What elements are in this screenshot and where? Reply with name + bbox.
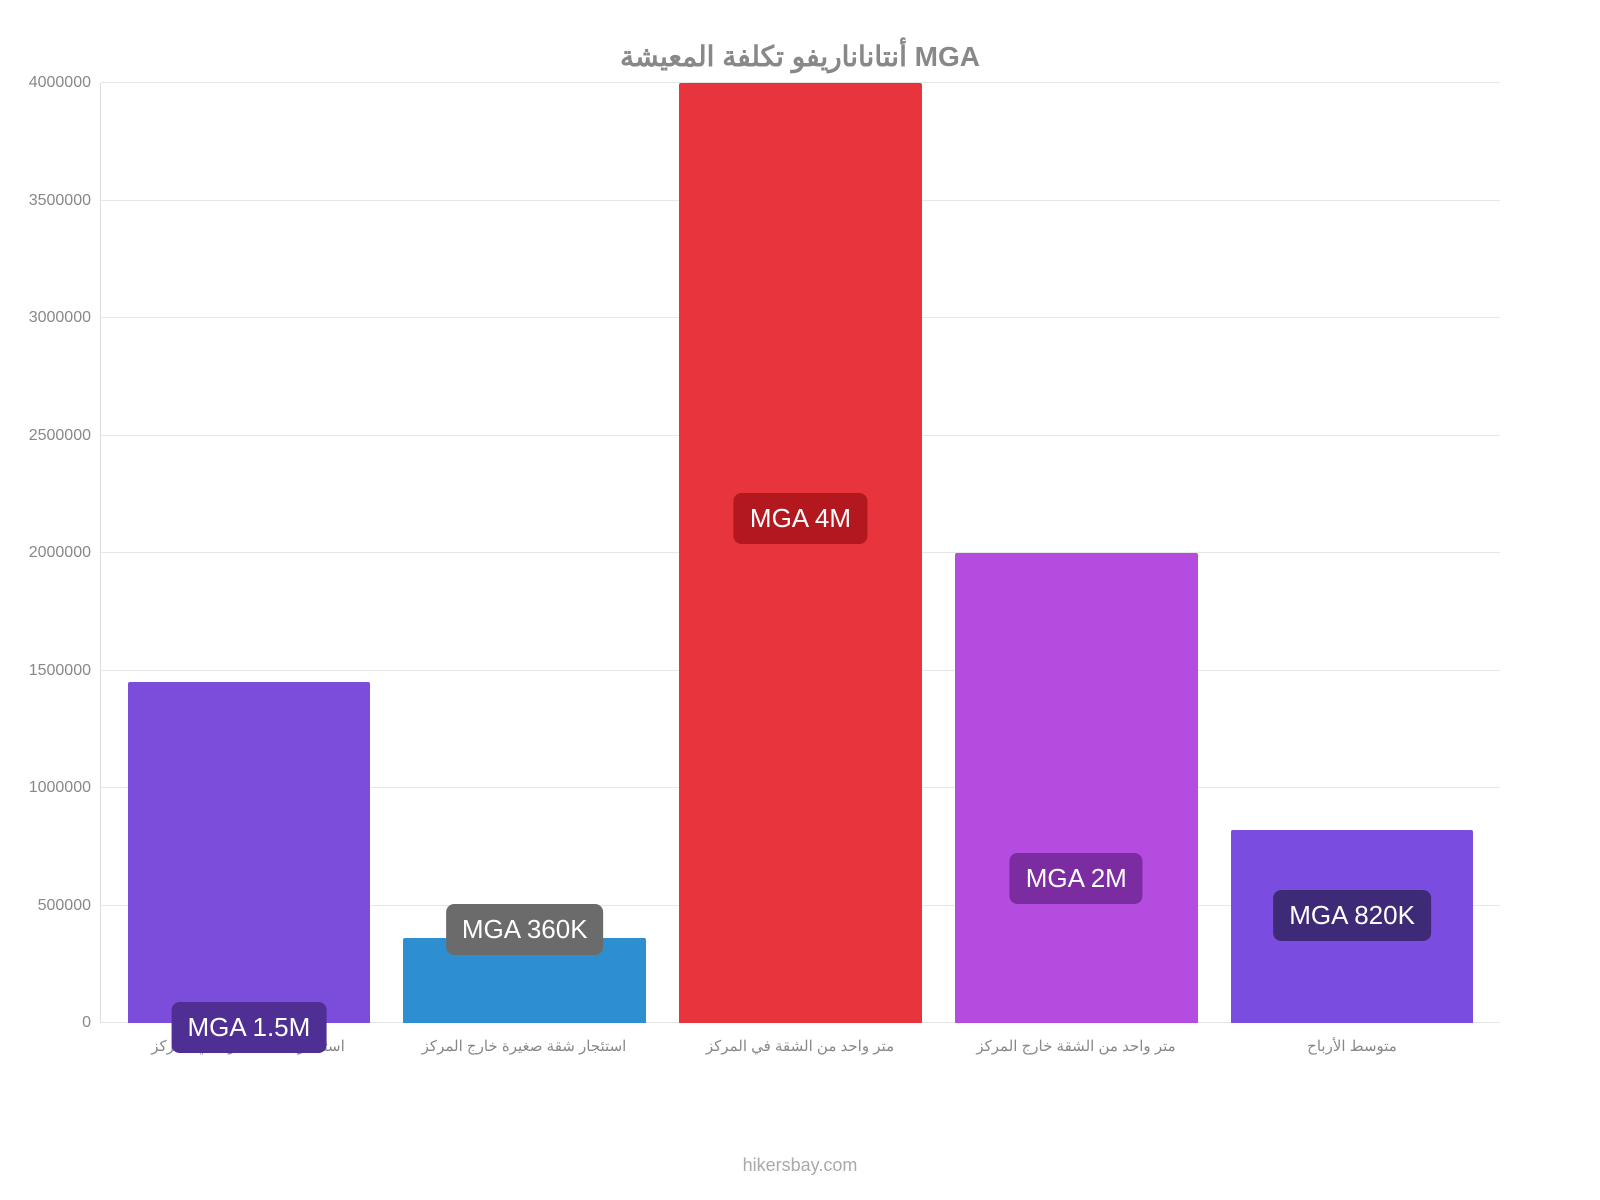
y-tick-label: 4000000	[29, 74, 91, 92]
plot-area: 0500000100000015000002000000250000030000…	[100, 83, 1500, 1023]
x-axis-label: استئجار شقة صغيرة خارج المركز	[386, 1037, 662, 1055]
bar-slot: MGA 1.5M	[111, 83, 387, 1023]
bar-slot: MGA 4M	[663, 83, 939, 1023]
y-tick-label: 1500000	[29, 662, 91, 680]
y-tick-label: 3500000	[29, 192, 91, 210]
y-tick-label: 2000000	[29, 544, 91, 562]
bar-value-badge: MGA 820K	[1273, 890, 1431, 941]
x-axis-label: متر واحد من الشقة في المركز	[662, 1037, 938, 1055]
y-tick-label: 500000	[38, 897, 91, 915]
bar: MGA 360K	[403, 938, 646, 1023]
attribution-text: hikersbay.com	[0, 1155, 1600, 1176]
chart-title: أنتاناناريفو تكلفة المعيشة MGA	[100, 40, 1500, 73]
bar-value-badge: MGA 4M	[734, 493, 867, 544]
bar-value-badge: MGA 360K	[446, 904, 604, 955]
bar-value-badge: MGA 1.5M	[171, 1002, 326, 1053]
bar-slot: MGA 360K	[387, 83, 663, 1023]
bar: MGA 2M	[955, 553, 1198, 1023]
y-tick-label: 2500000	[29, 427, 91, 445]
y-tick-label: 1000000	[29, 779, 91, 797]
bar-slot: MGA 820K	[1214, 83, 1490, 1023]
x-axis-label: متوسط الأرباح	[1214, 1037, 1490, 1055]
y-tick-label: 0	[82, 1014, 91, 1032]
x-axis-label: متر واحد من الشقة خارج المركز	[938, 1037, 1214, 1055]
bar: MGA 820K	[1231, 830, 1474, 1023]
bars-area: MGA 1.5M MGA 360K MGA 4M MGA 2M MGA 820K	[101, 83, 1500, 1023]
bar-slot: MGA 2M	[938, 83, 1214, 1023]
bar: MGA 1.5M	[128, 682, 371, 1023]
y-axis: 0500000100000015000002000000250000030000…	[91, 83, 101, 1023]
chart-container: أنتاناناريفو تكلفة المعيشة MGA 050000010…	[100, 40, 1500, 1100]
y-tick-label: 3000000	[29, 309, 91, 327]
bar: MGA 4M	[679, 83, 922, 1023]
bar-value-badge: MGA 2M	[1010, 853, 1143, 904]
